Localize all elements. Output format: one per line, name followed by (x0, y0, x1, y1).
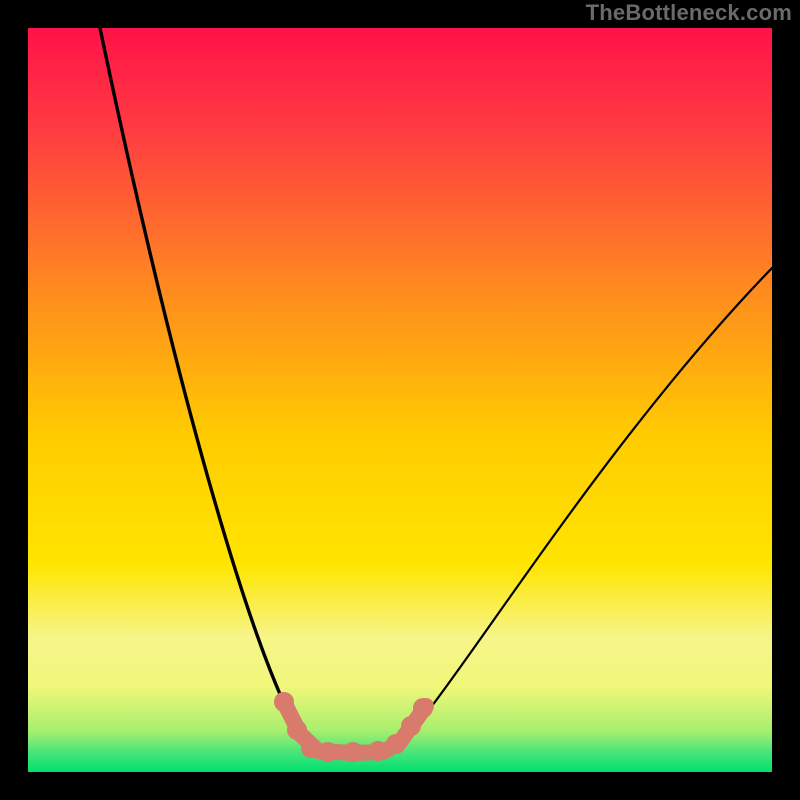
valley-highlight-dot (368, 741, 388, 761)
valley-highlight-dot (413, 698, 433, 718)
chart-svg (28, 28, 772, 772)
watermark-text: TheBottleneck.com (586, 0, 792, 26)
valley-highlight-dot (274, 692, 294, 712)
valley-highlight-dot (386, 734, 406, 754)
valley-highlight-dot (343, 742, 363, 762)
chart-inner (28, 28, 772, 772)
valley-highlight-dot (287, 720, 307, 740)
chart-stage: TheBottleneck.com (0, 0, 800, 800)
valley-highlight-dot (318, 742, 338, 762)
gradient-background (28, 28, 772, 772)
valley-highlight-dot (301, 738, 321, 758)
valley-highlight-dot (401, 716, 421, 736)
